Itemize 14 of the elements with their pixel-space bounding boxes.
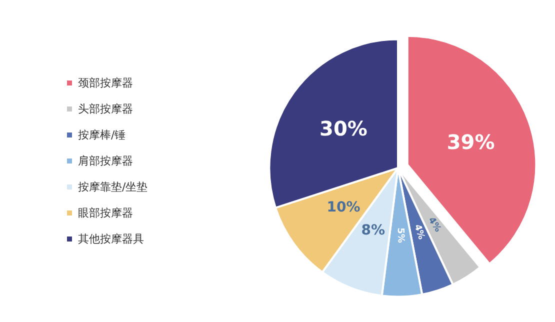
legend-label: 按摩靠垫/坐垫 — [78, 180, 148, 194]
data-label: 8% — [361, 222, 386, 239]
data-label: 39% — [446, 130, 495, 154]
legend-label: 头部按摩器 — [78, 102, 133, 116]
legend-label: 肩部按摩器 — [78, 154, 133, 168]
legend-label: 颈部按摩器 — [78, 76, 133, 90]
legend-label: 按摩棒/锤 — [78, 128, 126, 142]
legend-label: 眼部按摩器 — [78, 206, 133, 220]
data-label: 30% — [320, 116, 368, 140]
data-label: 4% — [412, 223, 426, 241]
data-label: 10% — [326, 200, 360, 216]
data-label: 5% — [394, 228, 406, 244]
legend-label: 其他按摩器具 — [78, 232, 144, 246]
data-label: 4% — [426, 216, 442, 234]
